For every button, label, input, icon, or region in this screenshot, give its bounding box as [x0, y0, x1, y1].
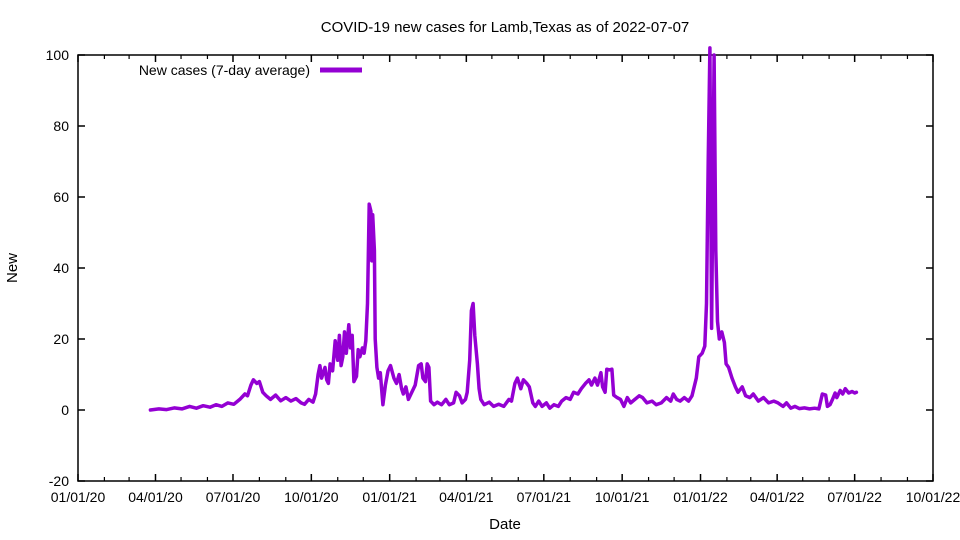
- legend-label: New cases (7-day average): [139, 62, 310, 78]
- plot-generated-layer: -20 0 20 40 60 80 100 01/01/20 04/01/20 07/01/20 1…: [46, 46, 960, 505]
- y-tick-label: 0: [61, 402, 69, 418]
- x-tick-label: 07/01/20: [206, 489, 261, 505]
- x-tick-label: 10/01/21: [595, 489, 650, 505]
- plot-border: [77, 54, 934, 482]
- x-tick-label: 07/01/21: [517, 489, 572, 505]
- x-tick-label: 04/01/21: [439, 489, 494, 505]
- y-tick-label: 80: [53, 118, 69, 134]
- x-tick-label: 10/01/20: [284, 489, 339, 505]
- y-tick-label: 20: [53, 331, 69, 347]
- y-tick-label: 100: [46, 47, 70, 63]
- x-axis-title: Date: [489, 516, 521, 533]
- x-tick-label: 04/01/20: [128, 489, 183, 505]
- x-tick-label: 01/01/21: [362, 489, 417, 505]
- y-tick-label: 60: [53, 189, 69, 205]
- chart-title: COVID-19 new cases for Lamb,Texas as of …: [321, 19, 690, 36]
- x-tick-label: 01/01/20: [51, 489, 106, 505]
- x-tick-label: 04/01/22: [750, 489, 805, 505]
- x-tick-label: 01/01/22: [673, 489, 728, 505]
- data-line-new-cases: [148, 46, 859, 412]
- y-tick-label: -20: [49, 473, 69, 489]
- x-tick-label: 10/01/22: [906, 489, 960, 505]
- y-tick-label: 40: [53, 260, 69, 276]
- y-axis-title: New: [4, 253, 21, 283]
- x-tick-label: 07/01/22: [827, 489, 882, 505]
